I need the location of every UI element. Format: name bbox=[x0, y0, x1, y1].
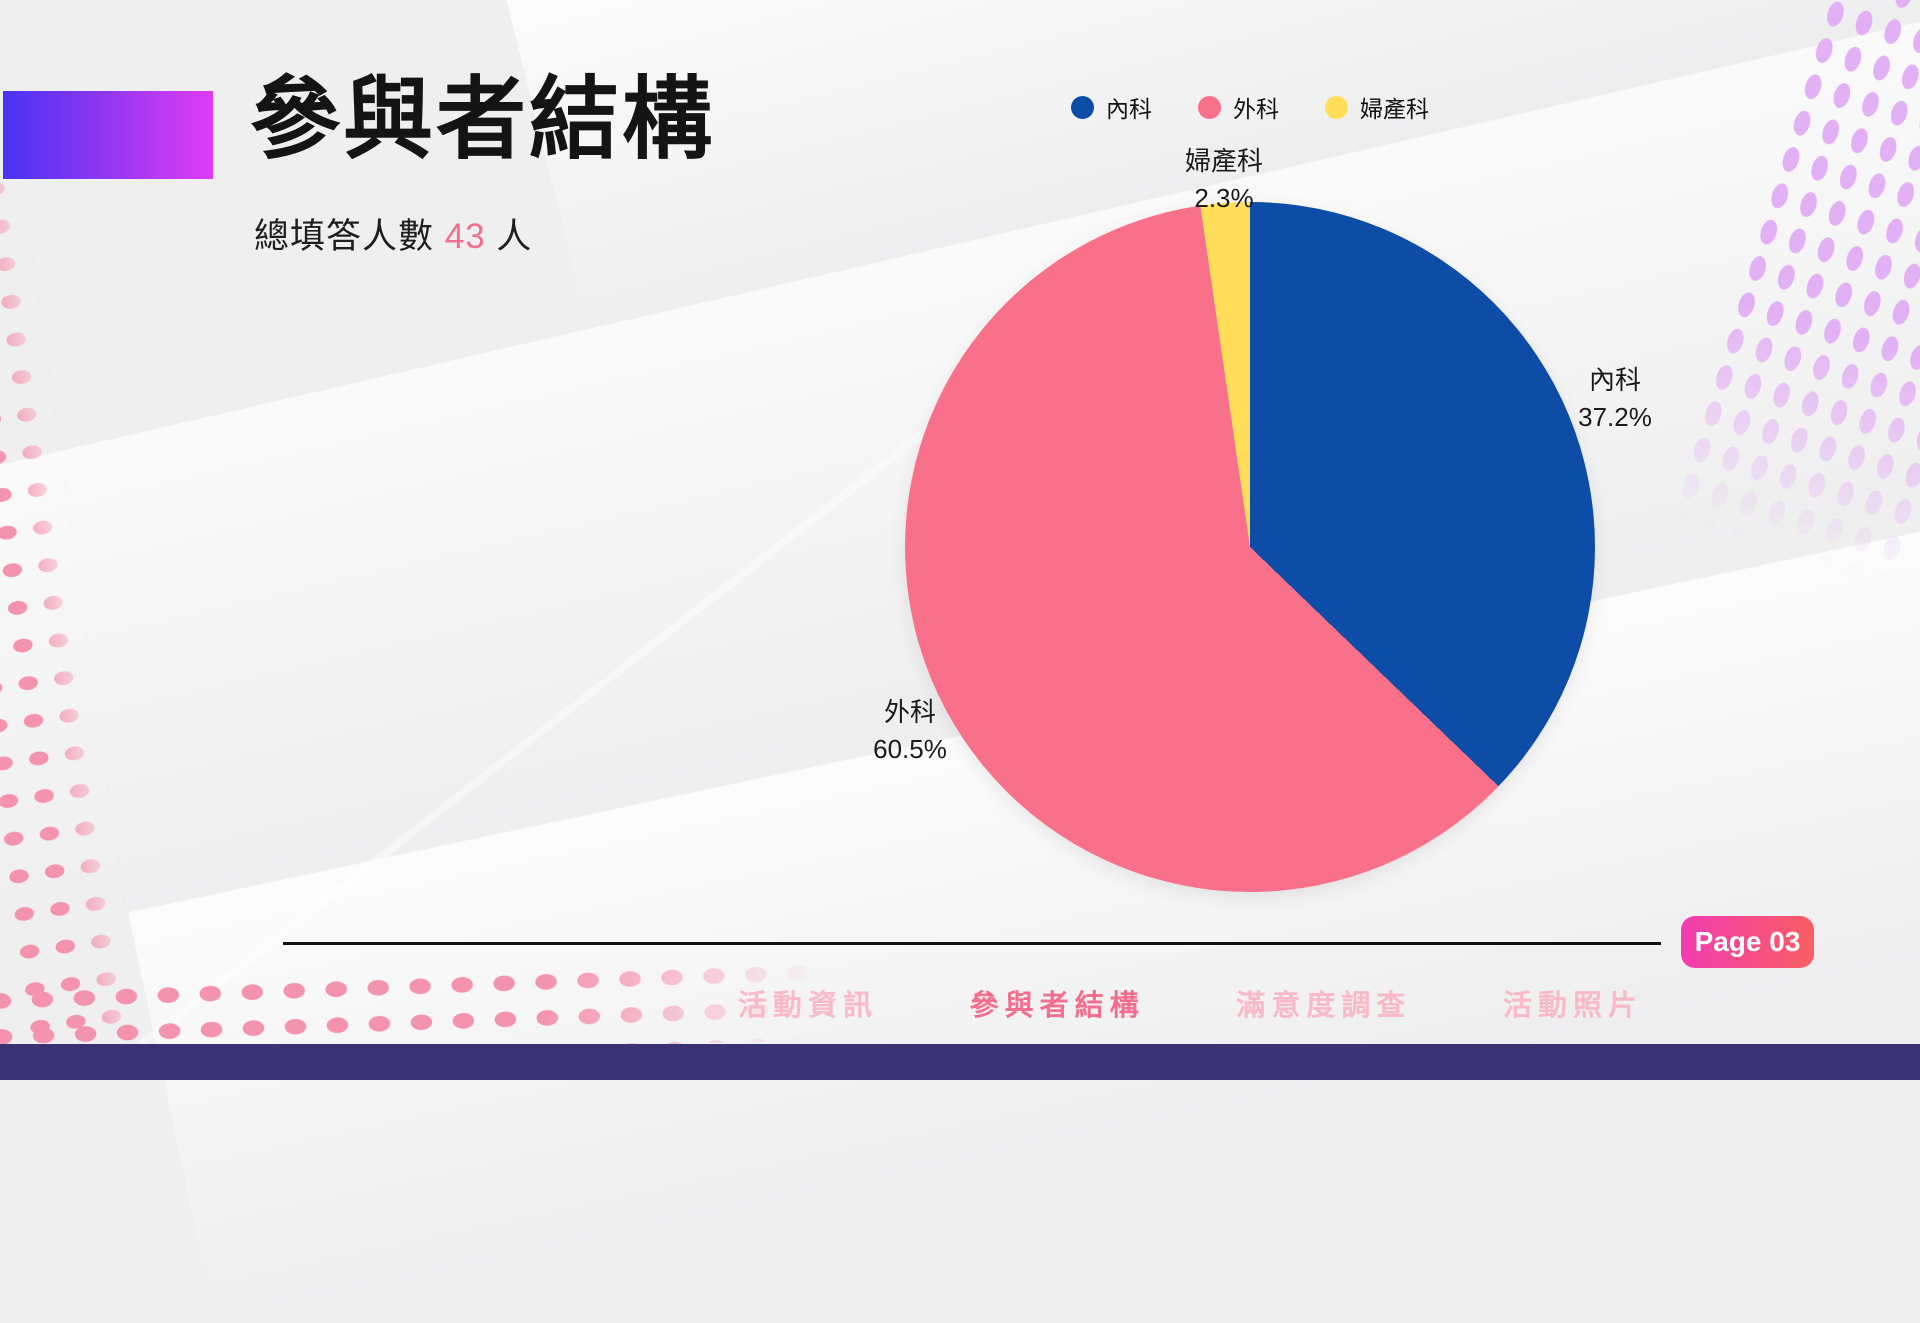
subtitle-suffix: 人 bbox=[485, 217, 533, 256]
chart-legend: 內科 外科 婦產科 bbox=[905, 90, 1595, 124]
footer-divider-line bbox=[283, 942, 1661, 945]
subtitle-prefix: 總填答人數 bbox=[254, 217, 445, 256]
footer-bar bbox=[0, 1044, 1920, 1080]
legend-label: 婦產科 bbox=[1360, 96, 1429, 122]
pie-label-surgery: 外科 60.5% bbox=[825, 694, 995, 768]
legend-label: 外科 bbox=[1233, 96, 1279, 122]
dot-pattern-top-right bbox=[1661, 0, 1920, 602]
legend-item-internal-medicine[interactable]: 內科 bbox=[1071, 90, 1152, 124]
slide-navigation: 活動資訊 參與者結構 滿意度調查 活動照片 bbox=[738, 982, 1643, 1024]
slice-category: 內科 bbox=[1588, 365, 1641, 395]
slice-category: 外科 bbox=[883, 697, 936, 727]
legend-swatch-icon bbox=[1198, 95, 1221, 119]
slice-percentage: 37.2% bbox=[1578, 402, 1652, 432]
slice-percentage: 2.3% bbox=[1194, 183, 1254, 213]
pie-label-obgyn: 婦產科 2.3% bbox=[1139, 143, 1309, 217]
pie-chart[interactable] bbox=[905, 202, 1595, 892]
dot-pattern-left bbox=[0, 165, 145, 1055]
nav-item-event-photos[interactable]: 活動照片 bbox=[1502, 990, 1643, 1022]
legend-item-surgery[interactable]: 外科 bbox=[1198, 90, 1279, 124]
page-number-badge: Page 03 bbox=[1681, 916, 1814, 968]
nav-item-participant-structure[interactable]: 參與者結構 bbox=[969, 990, 1145, 1022]
legend-swatch-icon bbox=[1325, 95, 1348, 119]
title-accent-bar bbox=[3, 91, 213, 179]
slice-category: 婦產科 bbox=[1184, 146, 1263, 176]
legend-swatch-icon bbox=[1071, 95, 1094, 119]
slice-percentage: 60.5% bbox=[873, 734, 947, 764]
pie-label-internal-medicine: 內科 37.2% bbox=[1530, 362, 1700, 436]
legend-item-obgyn[interactable]: 婦產科 bbox=[1325, 90, 1429, 124]
page-title: 參與者結構 bbox=[250, 70, 715, 170]
legend-label: 內科 bbox=[1106, 96, 1152, 122]
nav-item-event-info[interactable]: 活動資訊 bbox=[738, 990, 879, 1022]
nav-item-satisfaction-survey[interactable]: 滿意度調查 bbox=[1236, 990, 1412, 1022]
respondent-count-value: 43 bbox=[444, 217, 486, 256]
respondent-count-text: 總填答人數 43 人 bbox=[254, 208, 532, 259]
